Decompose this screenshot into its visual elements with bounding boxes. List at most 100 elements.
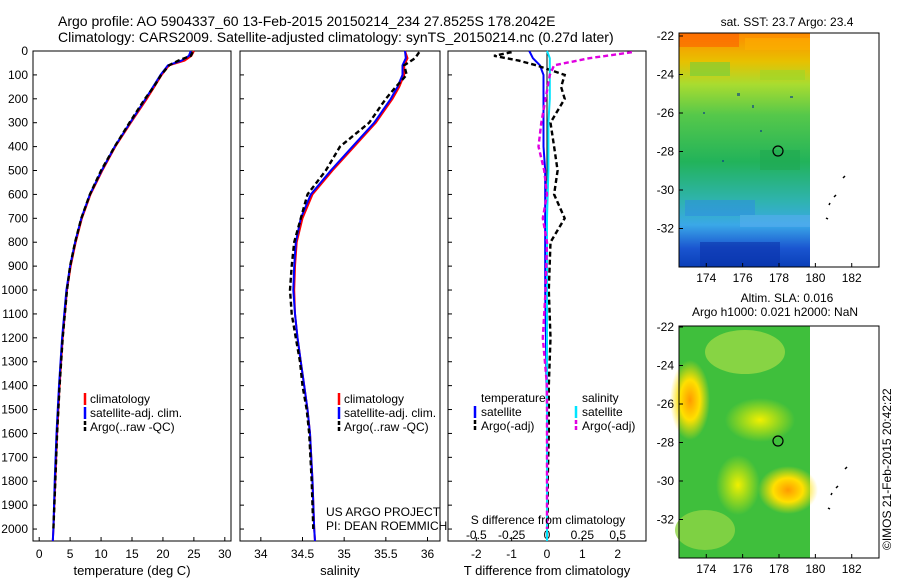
series-line-argo-raw-qc- [288,51,421,530]
map-x-tick-label: 174 [696,271,716,285]
s-tick-label: -0.25 [498,528,526,542]
depth-tick-label: 200 [8,92,28,106]
temperature-plot: 0 5 10 15 20 25 30 [36,50,232,561]
sst-map-axes: 174 176 178 180 182 -22 -24 -26 -28 -30 -32 [657,29,862,285]
sst-map [678,32,880,268]
map-y-tick-label: -30 [657,474,675,488]
sla-map-title: Altim. SLA: 0.016 [741,291,834,305]
x-tick-label: 35 [337,547,351,561]
x-tick-label: 34 [254,547,268,561]
difference-plot: -2 -1 0 1 2-0.5 -0.25 0 0.25 0.5 [466,50,633,561]
x-tick-label: 2 [614,547,621,561]
legend-climatology-label: climatology [344,392,404,406]
salinity-axis-label: salinity [320,563,360,578]
legend-climatology-label: climatology [90,392,150,406]
legend-satellite-label: satellite-adj. clim. [344,406,436,420]
x-tick-label: 10 [94,547,108,561]
depth-axis: 0 100 200 300 400 500 600 700 800 900 1000 1100 1200… [1,44,452,536]
x-tick-label: 30 [218,547,232,561]
pi-credit: PI: DEAN ROEMMICH [326,519,447,533]
depth-tick-label: 800 [8,235,28,249]
map-y-tick-label: -28 [657,436,675,450]
x-tick-label: 25 [187,547,201,561]
map-y-tick-label: -24 [657,68,675,82]
depth-tick-label: 2000 [1,522,28,536]
depth-tick-label: 500 [8,164,28,178]
series-line-satellite [546,50,551,541]
depth-tick-label: 300 [8,116,28,130]
sla-map-axes: 174 176 178 180 182 -22 -24 -26 -28 -30 -32 [657,320,862,576]
legend-s-satellite-label: satellite [582,405,623,419]
s-tick-label: 0.25 [571,528,595,542]
temperature-axis-label: temperature (deg C) [73,563,190,578]
salinity-panel-frame [239,50,441,542]
map-y-tick-label: -22 [657,29,675,43]
map-y-tick-label: -24 [657,359,675,373]
x-tick-label: 0 [544,547,551,561]
sst-speckle [703,93,793,162]
x-tick-label: 1 [579,547,586,561]
sla-map [670,325,880,559]
depth-tick-label: 1400 [1,379,28,393]
s-tick-label: 0.5 [609,528,626,542]
map-x-tick-label: 176 [733,271,753,285]
map-y-tick-label: -32 [657,513,675,527]
depth-tick-label: 1300 [1,355,28,369]
series-line-satellite [528,50,548,541]
depth-tick-label: 1000 [1,283,28,297]
series-line-argo-raw-qc- [52,51,194,530]
x-tick-label: 0 [36,547,43,561]
map-y-tick-label: -26 [657,106,675,120]
map-x-tick-label: 176 [733,562,753,576]
depth-tick-label: 400 [8,140,28,154]
map-y-tick-label: -26 [657,397,675,411]
map-x-tick-label: 174 [696,562,716,576]
legend-satellite-label: satellite-adj. clim. [90,406,182,420]
legend-temperature-heading: temperature [481,391,546,405]
x-tick-label: 15 [125,547,139,561]
legend-t-satellite-label: satellite [481,405,522,419]
x-tick-label: 5 [67,547,74,561]
salinity-legend: climatology satellite-adj. clim. Argo(..… [337,392,436,434]
depth-tick-label: 0 [21,44,28,58]
depth-tick-label: 100 [8,68,28,82]
x-tick-label: 34.5 [291,547,315,561]
difference-legend: temperature salinity satellite satellite… [473,391,635,433]
x-tick-label: 36 [421,547,435,561]
map-x-tick-label: 178 [769,271,789,285]
map-x-tick-label: 178 [769,562,789,576]
map-x-tick-label: 182 [842,562,862,576]
depth-tick-label: 1900 [1,498,28,512]
plot-title-line1: Argo profile: AO 5904337_60 13-Feb-2015 … [58,13,555,29]
series-line-argo-adj- [493,51,567,529]
series-line-satellite-adj-clim- [292,50,407,542]
depth-tick-label: 600 [8,187,28,201]
x-tick-label: 35.5 [374,547,398,561]
depth-tick-label: 1800 [1,474,28,488]
sst-islands [825,175,846,220]
argo-location-marker [772,435,784,447]
depth-tick-label: 1500 [1,403,28,417]
argo-location-marker [772,145,784,157]
sla-islands [827,466,848,510]
salinity-difference-label: S difference from climatology [471,513,626,527]
series-line-satellite-adj-clim- [51,50,192,542]
x-tick-label: -1 [506,547,517,561]
temperature-legend: climatology satellite-adj. clim. Argo(..… [83,392,182,434]
map-y-tick-label: -22 [657,320,675,334]
depth-tick-label: 1200 [1,331,28,345]
project-credit: US ARGO PROJECT [326,505,441,519]
depth-tick-label: 900 [8,259,28,273]
map-y-tick-label: -32 [657,222,675,236]
plot-title-line2: Climatology: CARS2009. Satellite-adjuste… [58,29,614,45]
map-y-tick-label: -28 [657,145,675,159]
sla-map-subtitle: Argo h1000: 0.021 h2000: NaN [692,305,858,319]
depth-tick-label: 1100 [2,307,28,321]
x-tick-label: -2 [471,547,482,561]
difference-axis-label: T difference from climatology [464,563,631,578]
imos-credit: ©IMOS 21-Feb-2015 20:42:22 [880,388,894,550]
map-x-tick-label: 180 [805,271,825,285]
sst-patches [679,33,810,267]
legend-s-argo-label: Argo(-adj) [582,419,635,433]
